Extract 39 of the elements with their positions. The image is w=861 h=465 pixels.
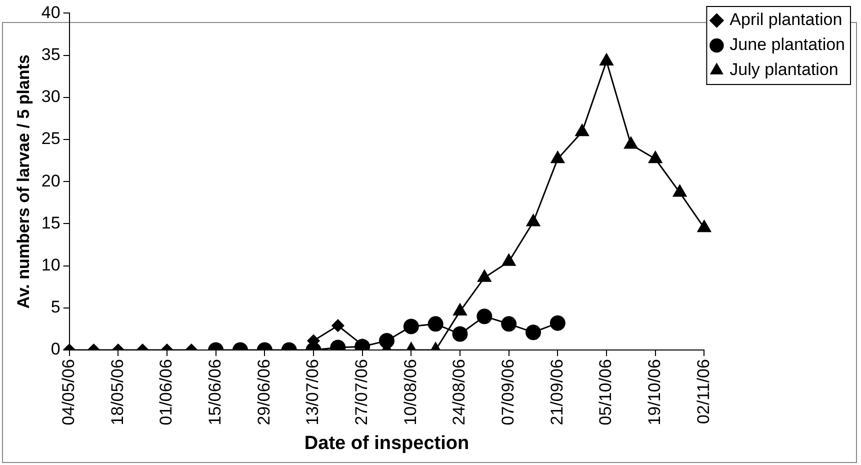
- x-tick-label: 01/06/06: [156, 359, 176, 426]
- y-tick-label: 40: [41, 2, 60, 22]
- x-tick-label: 05/10/06: [596, 359, 616, 426]
- x-tick-label: 21/09/06: [547, 359, 566, 426]
- y-tick-label: 0: [50, 340, 60, 359]
- y-tick-label: 15: [41, 213, 60, 232]
- point: [697, 220, 711, 232]
- x-tick-label: 13/07/06: [303, 359, 322, 426]
- y-tick-label: 25: [41, 129, 60, 148]
- point: [672, 184, 687, 197]
- x-tick-label: 07/09/06: [498, 359, 518, 426]
- legend-label: April plantation: [730, 10, 842, 30]
- x-tick-label: 02/11/06: [694, 359, 713, 424]
- y-tick-label: 20: [41, 171, 60, 190]
- x-tick-label: 18/05/06: [108, 359, 127, 426]
- x-tick-label: 24/08/06: [450, 359, 469, 426]
- x-axis-title: Date of inspection: [304, 432, 470, 454]
- point: [600, 53, 614, 66]
- x-tick-label: 19/10/06: [645, 359, 664, 426]
- point: [453, 304, 467, 316]
- point: [575, 124, 589, 136]
- point: [624, 136, 638, 149]
- y-axis-title: Av. numbers of larvae / 5 plants: [14, 54, 33, 309]
- legend-label: June plantation: [730, 35, 846, 54]
- x-tick-label: 27/07/06: [352, 359, 372, 426]
- point: [478, 270, 492, 282]
- x-tick-label: 29/06/06: [254, 359, 274, 426]
- point: [648, 151, 662, 164]
- y-tick-label: 35: [41, 44, 60, 64]
- x-tick-label: 15/06/06: [206, 359, 225, 426]
- y-tick-label: 10: [41, 256, 60, 275]
- point: [502, 254, 516, 266]
- point: [526, 214, 540, 226]
- x-tick-label: 10/08/06: [400, 359, 420, 426]
- legend-label: July plantation: [730, 60, 838, 80]
- y-tick-label: 30: [41, 87, 60, 106]
- y-tick-label: 5: [50, 298, 60, 317]
- x-tick-label: 04/05/06: [58, 359, 78, 426]
- point: [550, 151, 564, 164]
